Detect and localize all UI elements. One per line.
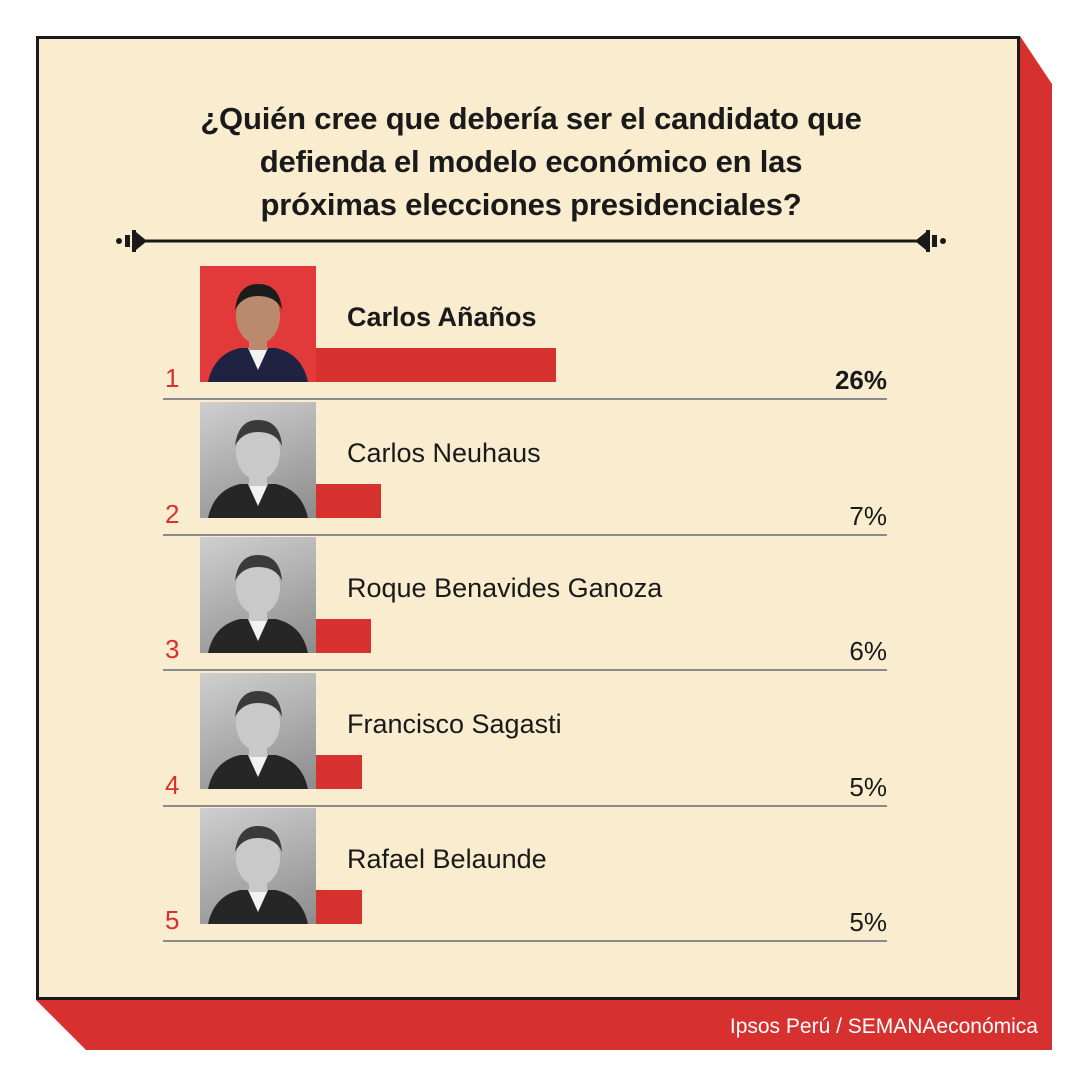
chart-title: ¿Quién cree que debería ser el candidato… [39,97,1023,226]
rank-number: 2 [165,498,180,529]
value-label: 5% [849,771,887,802]
candidate-row: 3 Roque Benavides Ganoza 6% [163,537,887,671]
rank-number: 3 [165,634,180,664]
rank-number: 4 [165,769,180,800]
value-label: 6% [849,636,887,666]
ranking-chart: 1 Carlos Añaños 26% 2 Carlos Neuhaus 7% 3 Roque… [39,39,1023,1003]
candidate-name: Roque Benavides Ganoza [347,573,663,603]
candidate-name: Carlos Añaños [347,302,537,332]
row-divider [163,398,887,400]
title-line-2: defienda el modelo económico en las [259,144,803,179]
candidate-row: 5 Rafael Belaunde 5% [163,808,887,942]
value-label: 5% [849,907,887,937]
candidate-name: Carlos Neuhaus [347,437,541,468]
source-credit: Ipsos Perú / SEMANAeconómica [729,1015,1038,1038]
rank-number: 5 [165,905,180,935]
row-divider [163,940,887,942]
ornamental-divider [116,230,946,252]
candidate-photo [200,808,316,924]
value-label: 7% [849,500,887,531]
row-divider [163,669,887,671]
candidate-name: Rafael Belaunde [347,844,547,874]
row-divider [163,533,887,536]
candidate-photo [200,266,316,382]
rank-number: 1 [165,363,180,393]
value-label: 26% [834,365,887,395]
candidate-photo [200,537,316,653]
candidate-photo [200,672,316,789]
candidate-photo [200,401,316,518]
candidate-name: Francisco Sagasti [347,708,562,739]
title-line-1: ¿Quién cree que debería ser el candidato… [200,101,862,136]
poll-card: ¿Quién cree que debería ser el candidato… [36,36,1020,1000]
row-divider [163,804,887,807]
candidate-row: 1 Carlos Añaños 26% [163,266,887,400]
candidate-row: 2 Carlos Neuhaus 7% [163,401,887,536]
candidate-row: 4 Francisco Sagasti 5% [163,672,887,807]
title-line-3: próximas elecciones presidenciales? [260,187,802,222]
